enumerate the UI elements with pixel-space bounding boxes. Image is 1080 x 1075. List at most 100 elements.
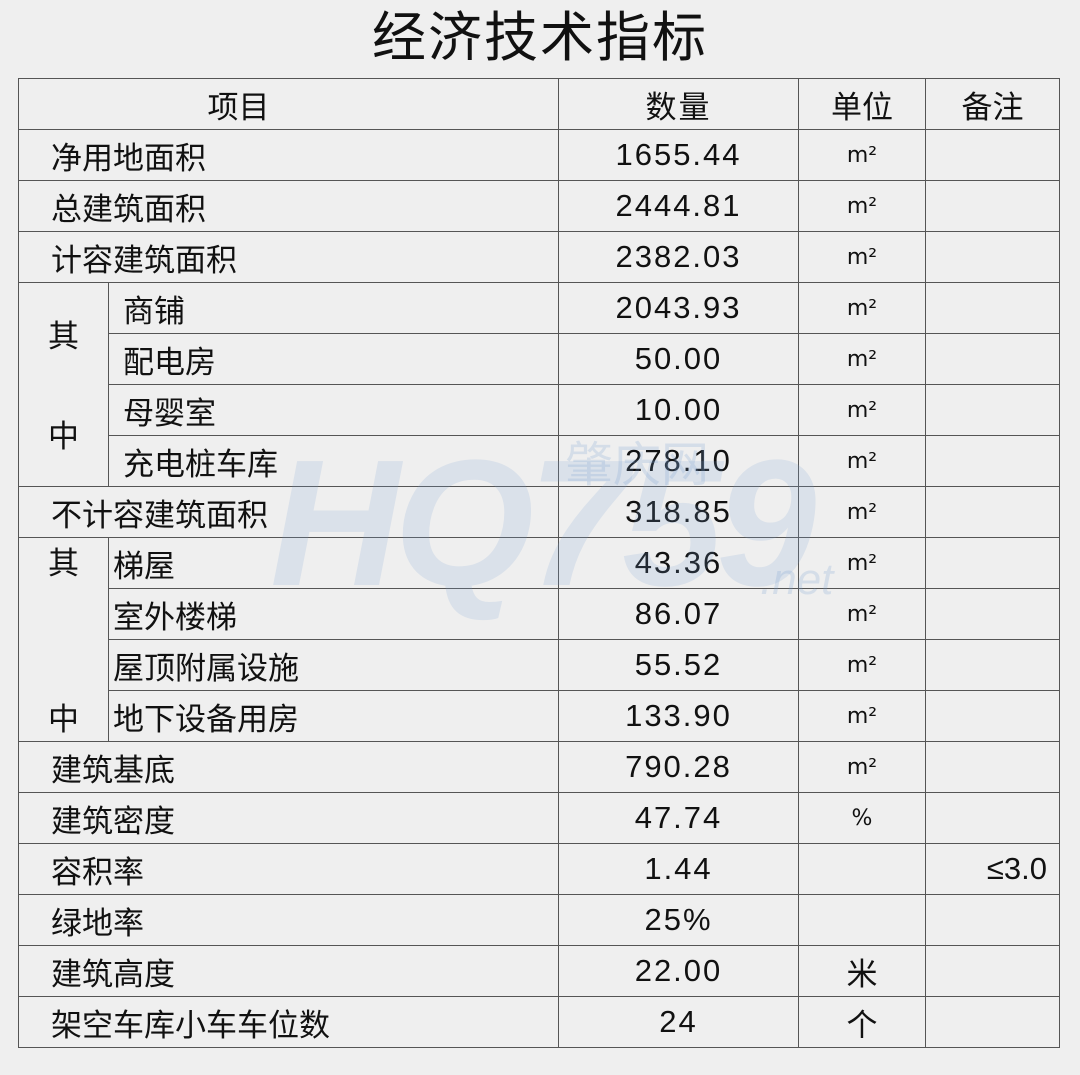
table-row: 充电桩车库 278.10 m² — [19, 435, 1060, 487]
quantity-cell: 2382.03 — [558, 231, 799, 283]
group-label-char: 中 — [48, 701, 79, 738]
item-cell: 充电桩车库 — [108, 435, 559, 487]
table-row: 屋顶附属设施 55.52 m² — [19, 639, 1060, 691]
unit-cell: m² — [798, 384, 926, 436]
table-row: 容积率 1.44 ≤3.0 — [18, 843, 1060, 895]
group-label-char: 其 — [48, 318, 79, 355]
quantity-cell: 55.52 — [558, 639, 799, 691]
note-cell — [925, 129, 1060, 181]
note-cell: ≤3.0 — [925, 843, 1060, 895]
quantity-cell: 86.07 — [558, 588, 799, 640]
item-cell: 净用地面积 — [18, 129, 559, 181]
item-cell: 容积率 — [18, 843, 559, 895]
header-quantity: 数量 — [558, 78, 799, 130]
page-title: 经济技术指标 — [372, 6, 708, 69]
item-cell: 梯屋 — [108, 537, 559, 589]
quantity-cell: 790.28 — [558, 741, 799, 793]
table-row: 配电房 50.00 m² — [19, 333, 1060, 385]
table-row: 建筑高度 22.00 米 — [18, 945, 1060, 997]
note-cell — [925, 894, 1060, 946]
table-row: 净用地面积 1655.44 m² — [18, 129, 1060, 181]
unit-cell: 米 — [798, 945, 926, 997]
group-label-cell: 其中 — [18, 537, 109, 742]
quantity-cell: 1.44 — [558, 843, 799, 895]
unit-cell: % — [798, 792, 926, 844]
quantity-cell: 24 — [558, 996, 799, 1048]
unit-cell — [798, 843, 926, 895]
item-cell: 架空车库小车车位数 — [18, 996, 559, 1048]
quantity-cell: 318.85 — [558, 486, 799, 538]
unit-cell: m² — [798, 486, 926, 538]
group-label-char: 其 — [48, 546, 79, 582]
table-row: 计容建筑面积 2382.03 m² — [18, 231, 1060, 283]
note-cell — [925, 588, 1060, 640]
unit-cell: m² — [798, 639, 926, 691]
table-row: 总建筑面积 2444.81 m² — [18, 180, 1060, 232]
note-cell — [925, 282, 1060, 334]
note-cell — [925, 435, 1060, 487]
quantity-cell: 10.00 — [558, 384, 799, 436]
group-label-char: 中 — [48, 419, 79, 456]
item-cell: 绿地率 — [18, 894, 559, 946]
unit-cell: m² — [798, 588, 926, 640]
table-row: 其中梯屋 43.36 m² — [18, 537, 1060, 742]
note-cell — [925, 792, 1060, 844]
item-cell: 商铺 — [108, 282, 559, 334]
indicator-table: 项目 数量 单位 备注 净用地面积 1655.44 m² 总建筑面积 2444.81 m²… — [18, 78, 1060, 1048]
unit-cell: m² — [798, 129, 926, 181]
table-header-row: 项目 数量 单位 备注 — [18, 78, 1060, 130]
item-cell: 地下设备用房 — [108, 690, 559, 742]
quantity-cell: 50.00 — [558, 333, 799, 385]
note-cell — [925, 333, 1060, 385]
unit-cell: m² — [798, 231, 926, 283]
quantity-cell: 2043.93 — [558, 282, 799, 334]
note-cell — [925, 690, 1060, 742]
note-cell — [925, 996, 1060, 1048]
unit-cell: 个 — [798, 996, 926, 1048]
header-unit: 单位 — [798, 78, 926, 130]
unit-cell: m² — [798, 282, 926, 334]
table-row: 绿地率 25% — [18, 894, 1060, 946]
table-row: 母婴室 10.00 m² — [19, 384, 1060, 436]
note-cell — [925, 180, 1060, 232]
group-label-cell: 其中 — [18, 282, 109, 487]
unit-cell: m² — [798, 435, 926, 487]
item-cell: 不计容建筑面积 — [18, 486, 559, 538]
quantity-cell: 22.00 — [558, 945, 799, 997]
quantity-cell: 25% — [558, 894, 799, 946]
unit-cell: m² — [798, 741, 926, 793]
quantity-cell: 133.90 — [558, 690, 799, 742]
note-cell — [925, 231, 1060, 283]
unit-cell: m² — [798, 537, 926, 589]
item-cell: 配电房 — [108, 333, 559, 385]
table-row: 其中商铺 2043.93 m² — [18, 282, 1060, 487]
quantity-cell: 47.74 — [558, 792, 799, 844]
item-cell: 母婴室 — [108, 384, 559, 436]
item-cell: 建筑高度 — [18, 945, 559, 997]
quantity-cell: 2444.81 — [558, 180, 799, 232]
item-cell: 计容建筑面积 — [18, 231, 559, 283]
unit-cell: m² — [798, 333, 926, 385]
unit-cell: m² — [798, 180, 926, 232]
note-cell — [925, 741, 1060, 793]
header-note: 备注 — [925, 78, 1060, 130]
note-cell — [925, 537, 1060, 589]
quantity-cell: 278.10 — [558, 435, 799, 487]
quantity-cell: 1655.44 — [558, 129, 799, 181]
table-row: 室外楼梯 86.07 m² — [19, 588, 1060, 640]
item-cell: 建筑基底 — [18, 741, 559, 793]
note-cell — [925, 639, 1060, 691]
table-row: 建筑密度 47.74% — [18, 792, 1060, 844]
quantity-cell: 43.36 — [558, 537, 799, 589]
item-cell: 室外楼梯 — [108, 588, 559, 640]
item-cell: 屋顶附属设施 — [108, 639, 559, 691]
header-item: 项目 — [18, 78, 559, 130]
table-row: 不计容建筑面积 318.85 m² — [18, 486, 1060, 538]
unit-cell — [798, 894, 926, 946]
item-cell: 建筑密度 — [18, 792, 559, 844]
unit-cell: m² — [798, 690, 926, 742]
table-row: 地下设备用房 133.90 m² — [19, 690, 1060, 742]
table-row: 建筑基底 790.28 m² — [18, 741, 1060, 793]
note-cell — [925, 945, 1060, 997]
item-cell: 总建筑面积 — [18, 180, 559, 232]
